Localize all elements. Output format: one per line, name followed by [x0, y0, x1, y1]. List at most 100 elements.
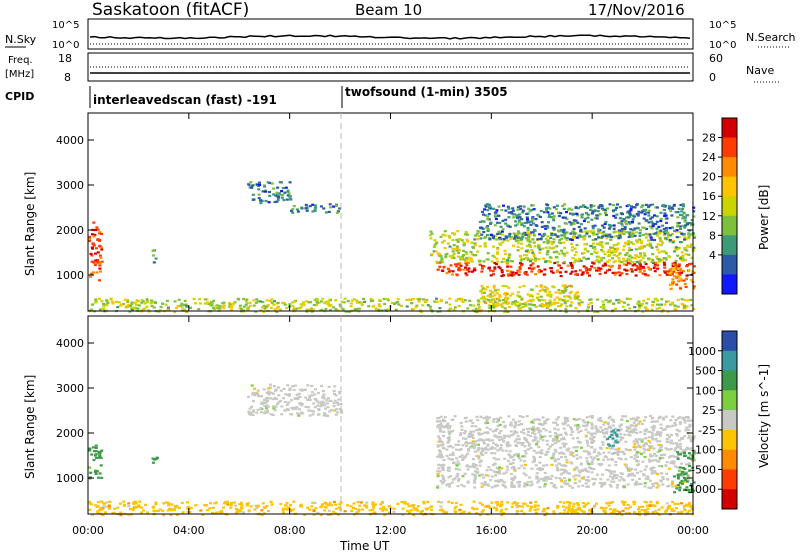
data-cell-power	[433, 245, 436, 248]
data-cell-velocity	[635, 451, 639, 454]
data-cell-velocity	[615, 430, 619, 433]
data-cell-velocity	[439, 456, 443, 459]
data-cell-velocity	[153, 458, 156, 461]
data-cell-power	[327, 302, 330, 305]
data-cell-velocity	[495, 509, 499, 512]
data-cell-velocity	[564, 442, 568, 445]
data-cell-velocity	[127, 505, 131, 508]
data-cell-power	[678, 269, 682, 272]
data-cell-velocity	[617, 457, 621, 460]
data-cell-power	[618, 264, 621, 267]
data-cell-velocity	[461, 458, 465, 461]
data-cell-power	[262, 310, 266, 313]
data-cell-power	[559, 292, 563, 295]
data-cell-power	[669, 303, 672, 306]
data-cell-velocity	[535, 451, 539, 454]
data-cell-velocity	[532, 425, 536, 429]
data-cell-power	[302, 303, 306, 306]
data-cell-power	[627, 210, 631, 213]
data-cell-velocity	[327, 509, 331, 512]
data-cell-velocity	[289, 509, 293, 512]
cpid-label: CPID	[5, 90, 34, 103]
power-colorbar-tick-label: 24	[702, 151, 716, 164]
data-cell-power	[152, 261, 156, 264]
data-cell-power	[516, 208, 520, 211]
data-cell-velocity	[567, 447, 571, 450]
data-cell-power	[446, 267, 450, 270]
data-cell-power	[631, 214, 635, 217]
data-cell-velocity	[493, 485, 497, 488]
data-cell-power	[611, 271, 615, 274]
data-cell-power	[257, 188, 261, 191]
data-cell-power	[646, 266, 650, 269]
data-cell-velocity	[98, 454, 102, 457]
data-cell-power	[500, 305, 504, 308]
data-cell-power	[493, 214, 497, 217]
data-cell-velocity	[581, 510, 585, 513]
data-cell-velocity	[480, 482, 484, 485]
data-cell-velocity	[485, 469, 489, 472]
data-cell-power	[547, 221, 550, 224]
data-cell-velocity	[575, 446, 579, 449]
data-cell-power	[496, 221, 500, 224]
data-cell-power	[570, 208, 574, 211]
data-cell-power	[653, 214, 656, 217]
data-cell-velocity	[116, 506, 120, 509]
data-cell-power	[616, 242, 620, 245]
data-cell-velocity	[635, 432, 639, 435]
data-cell-velocity	[99, 508, 102, 511]
data-cell-velocity	[97, 456, 101, 459]
data-cell-power	[645, 219, 649, 222]
data-cell-velocity	[560, 456, 563, 459]
data-cell-velocity	[387, 511, 391, 514]
data-cell-power	[590, 252, 593, 256]
data-cell-velocity	[448, 433, 452, 436]
data-cell-power	[511, 209, 515, 212]
data-cell-velocity	[551, 454, 555, 457]
data-cell-velocity	[633, 443, 637, 446]
data-cell-velocity	[526, 504, 530, 508]
data-cell-power	[266, 303, 270, 307]
data-cell-power	[263, 307, 267, 310]
data-cell-velocity	[590, 471, 594, 474]
data-cell-power	[549, 300, 553, 303]
data-cell-velocity	[439, 464, 443, 467]
data-cell-velocity	[440, 424, 444, 427]
data-cell-power	[650, 216, 654, 219]
data-cell-power	[672, 239, 676, 242]
data-cell-power	[482, 260, 486, 263]
data-cell-power	[570, 270, 574, 273]
data-cell-power	[501, 228, 505, 231]
data-cell-velocity	[533, 508, 537, 512]
data-cell-velocity	[692, 459, 696, 462]
data-cell-power	[494, 217, 498, 221]
data-cell-power	[660, 258, 664, 261]
data-cell-velocity	[269, 397, 272, 400]
data-cell-power	[189, 306, 193, 309]
data-cell-velocity	[584, 425, 588, 428]
data-cell-power	[655, 255, 659, 258]
data-cell-velocity	[475, 512, 479, 515]
data-cell-velocity	[579, 456, 583, 459]
data-cell-power	[662, 257, 666, 260]
data-cell-velocity	[437, 463, 440, 466]
data-cell-power	[681, 207, 685, 211]
data-cell-power	[672, 267, 676, 270]
data-cell-velocity	[690, 488, 694, 491]
data-cell-power	[531, 267, 535, 270]
data-cell-velocity	[95, 456, 98, 459]
data-cell-power	[664, 237, 668, 240]
data-cell-power	[654, 222, 658, 226]
data-cell-power	[549, 293, 553, 296]
data-cell-velocity	[447, 430, 451, 433]
data-cell-velocity	[471, 506, 474, 509]
data-cell-power	[530, 231, 533, 234]
data-cell-velocity	[650, 436, 654, 439]
velocity-colorbar-swatch	[722, 390, 737, 411]
data-cell-velocity	[643, 468, 647, 471]
data-cell-power	[252, 198, 256, 201]
data-cell-power	[620, 222, 624, 225]
data-cell-velocity	[609, 426, 613, 430]
data-cell-velocity	[632, 440, 636, 443]
data-cell-velocity	[634, 468, 638, 471]
